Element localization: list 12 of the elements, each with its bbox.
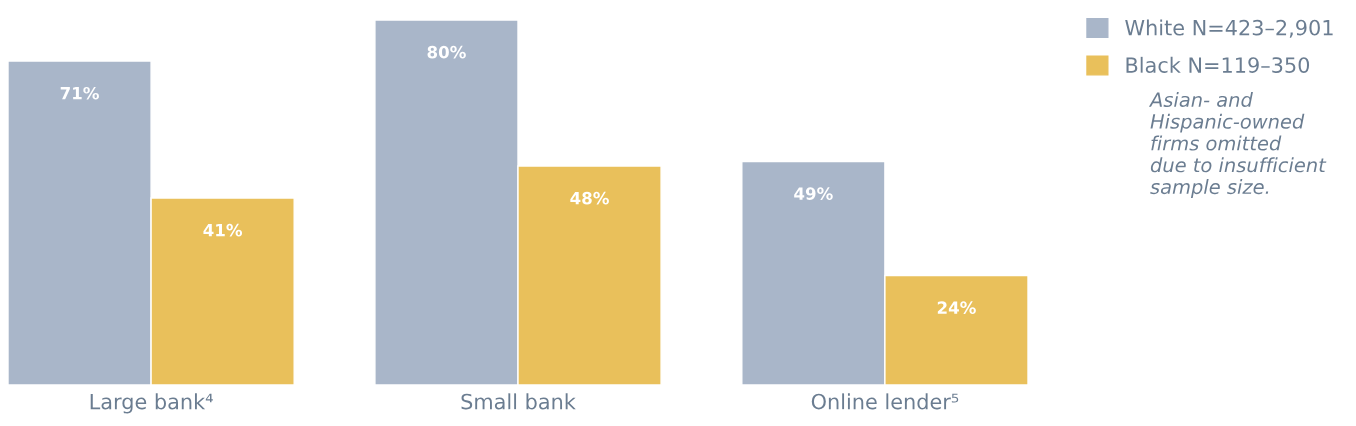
x-tick-label: Large bank⁴ — [90, 393, 213, 414]
data-label: 80% — [427, 45, 466, 59]
legend-label: White N=423–2,901 — [1125, 19, 1333, 38]
data-label: 41% — [203, 223, 243, 237]
data-label: 71% — [60, 86, 99, 100]
x-tick-label: Online lender⁵ — [811, 393, 959, 410]
data-label: 24% — [937, 301, 976, 314]
text: Asian- and Hispanic-owned firms omitted due to insufficient sample size. — [1148, 92, 1327, 198]
x-tick-label: Small bank — [461, 393, 576, 410]
legend-label: Black N=119–350 — [1126, 56, 1310, 73]
data-label: 49% — [794, 187, 833, 200]
data-label: 48% — [570, 191, 609, 205]
